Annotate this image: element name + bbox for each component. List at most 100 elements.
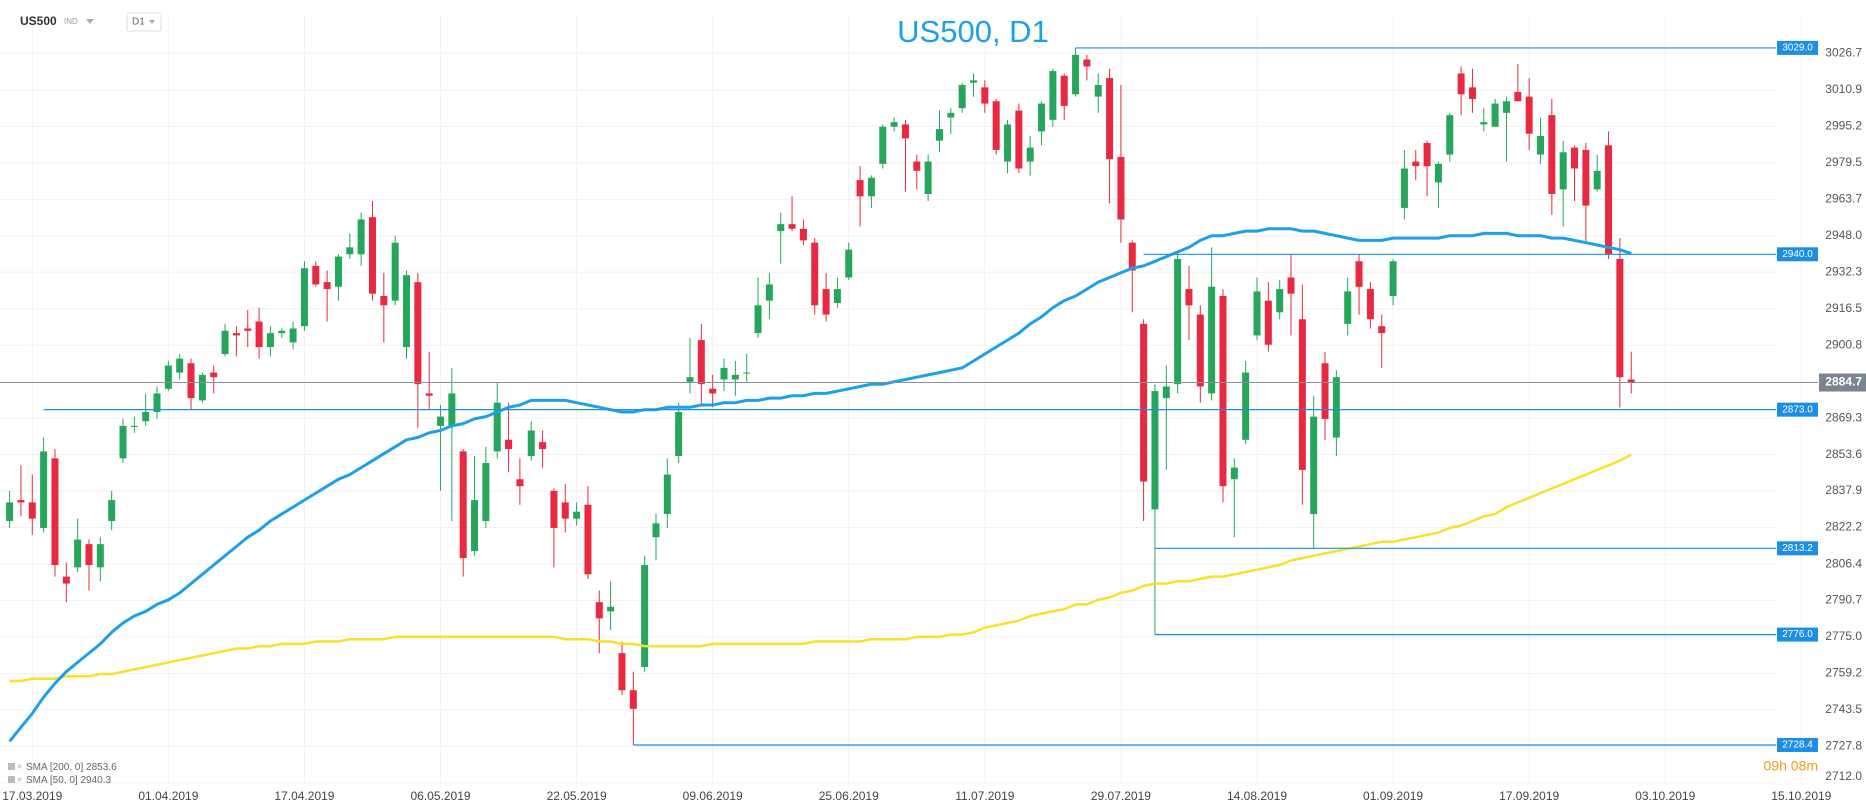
candle-body (935, 129, 943, 141)
candle-body (153, 393, 161, 412)
candle-body (1072, 54, 1080, 95)
candle-body (1004, 124, 1012, 162)
candle-body (40, 451, 48, 528)
timeframe[interactable]: D1 (132, 17, 145, 28)
candle-body (1276, 289, 1284, 313)
candle-body (1378, 326, 1386, 334)
level-label: 2776.0 (1782, 629, 1813, 640)
last-price-box (1819, 373, 1866, 392)
candle-body (391, 242, 399, 301)
candle-body (833, 289, 841, 303)
legend-entry: SMA [200, 0] 2853.6 (26, 762, 117, 773)
candle-body (1094, 85, 1102, 97)
timeframe-dropdown[interactable] (149, 20, 155, 24)
candle-body (403, 275, 410, 348)
candle-body (856, 180, 864, 197)
candle-body (96, 544, 104, 568)
candle-body (1140, 323, 1148, 482)
candle-body (198, 374, 206, 401)
x-tick-label: 17.09.2019 (1499, 789, 1559, 803)
candle-body (1038, 103, 1046, 132)
legend-value: 2940.3 (80, 775, 111, 786)
candle-body (334, 256, 342, 287)
candle-body (799, 228, 807, 241)
candle-body (176, 358, 184, 373)
candle-body (459, 451, 467, 559)
candle-body (1344, 291, 1352, 324)
candle-body (913, 161, 921, 171)
candle-body (414, 282, 422, 385)
candle-body (924, 161, 932, 195)
symbol[interactable]: US500 (20, 14, 57, 28)
y-tick-label: 2837.9 (1825, 483, 1862, 497)
x-tick-label: 17.03.2019 (2, 789, 62, 803)
x-tick-label: 11.07.2019 (955, 789, 1014, 803)
candle-body (1185, 289, 1193, 306)
level-box (1777, 627, 1818, 642)
candle-body (1423, 142, 1431, 167)
candle-body (278, 330, 286, 334)
candle-body (346, 247, 354, 255)
candle-body (255, 321, 263, 348)
candle-body (777, 224, 785, 232)
y-tick-label: 3026.7 (1825, 45, 1862, 59)
candle-body (958, 85, 966, 109)
candle-body (1616, 258, 1624, 378)
candle-body (505, 439, 513, 450)
candle-body (142, 411, 150, 422)
candle-body (584, 504, 592, 575)
candle-body (1571, 147, 1579, 169)
candle-body (663, 474, 671, 515)
y-tick-label: 2806.4 (1825, 556, 1862, 570)
candle-body (493, 402, 501, 452)
candle-body (187, 363, 195, 399)
candle-body (85, 544, 93, 566)
candle-body (1310, 416, 1318, 515)
candle-body (312, 265, 320, 285)
timeframe-button[interactable] (126, 12, 162, 32)
level-label: 2940.0 (1782, 249, 1813, 260)
x-tick-label: 01.09.2019 (1363, 789, 1423, 803)
y-tick-label: 2712.0 (1825, 769, 1862, 783)
candle-body (1060, 75, 1068, 106)
candle-body (652, 523, 660, 538)
candle-body (743, 372, 751, 374)
y-tick-label: 3010.9 (1825, 82, 1862, 96)
x-tick-label: 25.06.2019 (819, 789, 879, 803)
candle-body (1253, 291, 1261, 336)
candle-body (437, 416, 445, 426)
candle-body (357, 219, 365, 255)
level-label: 2813.2 (1782, 543, 1813, 554)
candle-body (1525, 96, 1533, 134)
candle-body (675, 411, 683, 457)
candle-body (164, 365, 172, 389)
candle-timer: 09h 08m (1764, 758, 1818, 774)
candle-body (300, 268, 308, 327)
y-tick-label: 2853.6 (1825, 447, 1862, 461)
symbol-dropdown[interactable] (86, 19, 94, 24)
candle-body (210, 372, 218, 378)
candle-body (1582, 149, 1590, 206)
candle-body (686, 377, 694, 382)
legend-close: × (17, 774, 22, 784)
level-box (1777, 402, 1818, 417)
candle-body (1083, 59, 1091, 67)
y-tick-label: 2822.2 (1825, 520, 1862, 534)
candle-body (108, 500, 116, 521)
legend-name: SMA [200, 0] (26, 762, 83, 773)
candle-body (618, 653, 626, 691)
candle-body (1049, 71, 1057, 120)
candle-body (516, 479, 524, 487)
candle-body (1219, 296, 1227, 487)
candle-body (607, 606, 615, 612)
candle-body (1480, 122, 1488, 125)
legend-icon (8, 763, 15, 770)
sma-line (9, 453, 1632, 683)
candle-body (754, 305, 762, 334)
candle-body (1400, 168, 1408, 208)
candle-body (1389, 261, 1397, 297)
last-price-label: 2884.7 (1825, 375, 1862, 389)
candle-body (1537, 136, 1544, 155)
plot-area (6, 47, 1635, 745)
candle-body (765, 284, 773, 301)
